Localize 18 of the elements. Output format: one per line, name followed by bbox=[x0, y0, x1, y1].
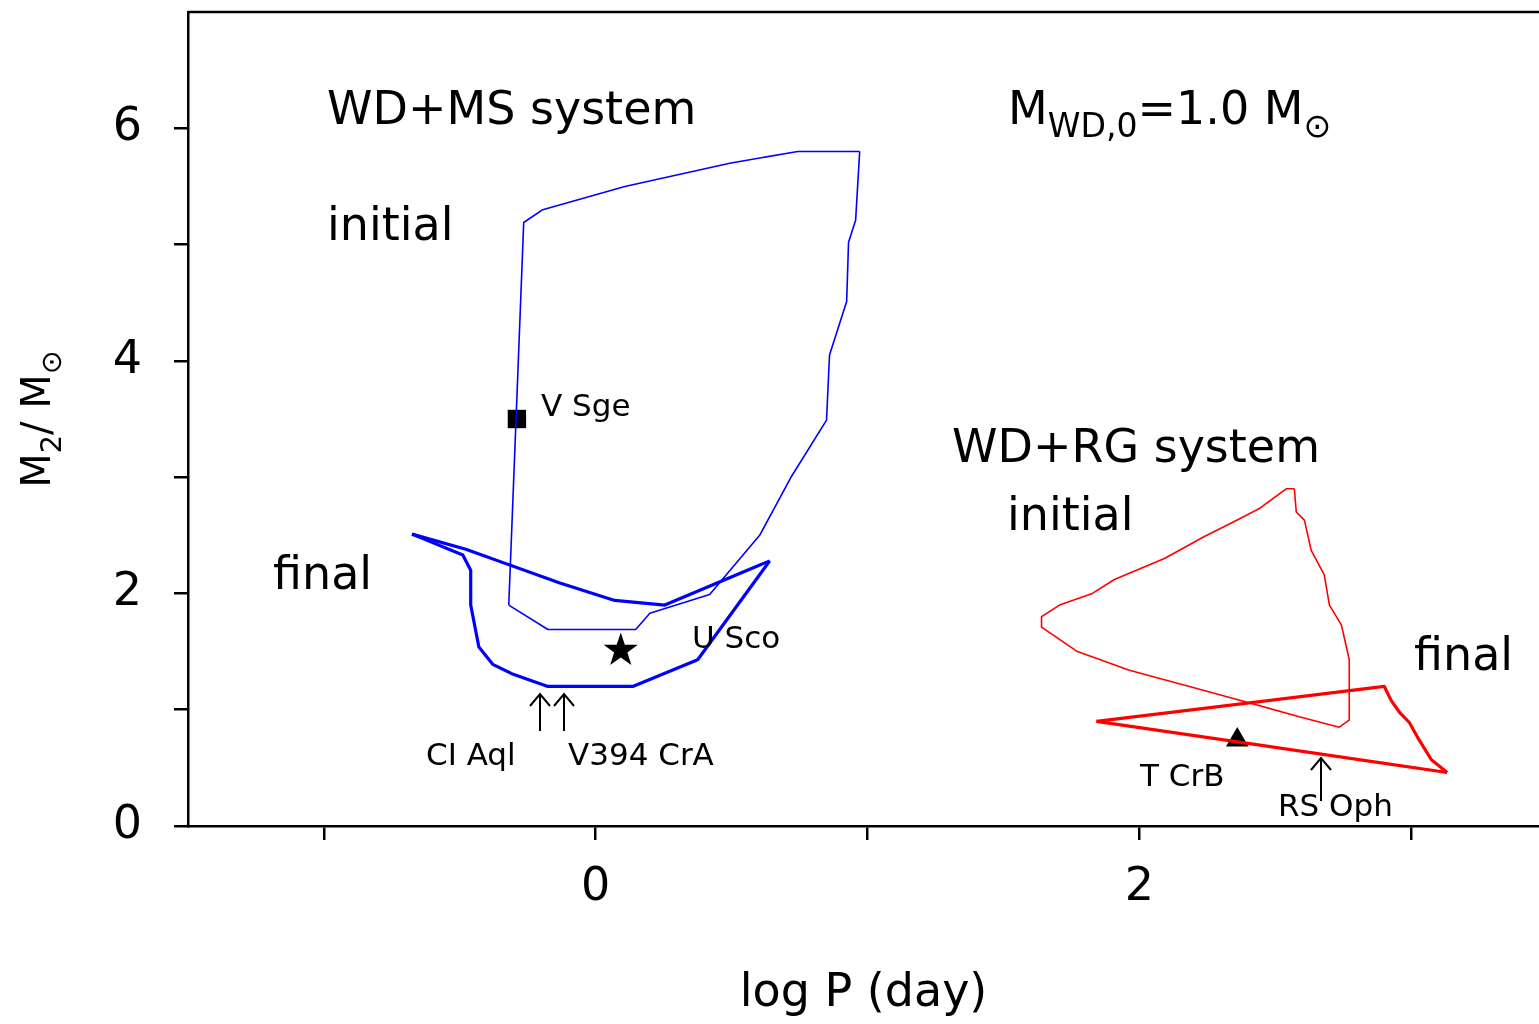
x-axis-title: log P (day) bbox=[739, 963, 988, 1018]
annotation: RS Oph bbox=[1278, 787, 1393, 824]
annotation: V394 CrA bbox=[568, 736, 714, 773]
annotation: initial bbox=[1007, 486, 1134, 541]
annotation: CI Aql bbox=[426, 736, 516, 773]
annotation: final bbox=[273, 545, 373, 600]
annotation: WD+MS system bbox=[327, 80, 697, 135]
y-tick-label: 0 bbox=[112, 794, 142, 849]
y-tick-label: 2 bbox=[112, 562, 142, 617]
annotation: final bbox=[1414, 626, 1514, 681]
y-tick-label: 4 bbox=[112, 329, 142, 384]
annotation: V Sge bbox=[541, 387, 631, 424]
y-axis-title: M2/ M⊙ bbox=[13, 350, 69, 488]
annotation: U Sco bbox=[692, 619, 781, 656]
annotation: initial bbox=[327, 196, 454, 251]
annotation: WD+RG system bbox=[952, 418, 1320, 473]
annotation: T CrB bbox=[1139, 757, 1225, 794]
y-tick-label: 6 bbox=[112, 97, 142, 152]
